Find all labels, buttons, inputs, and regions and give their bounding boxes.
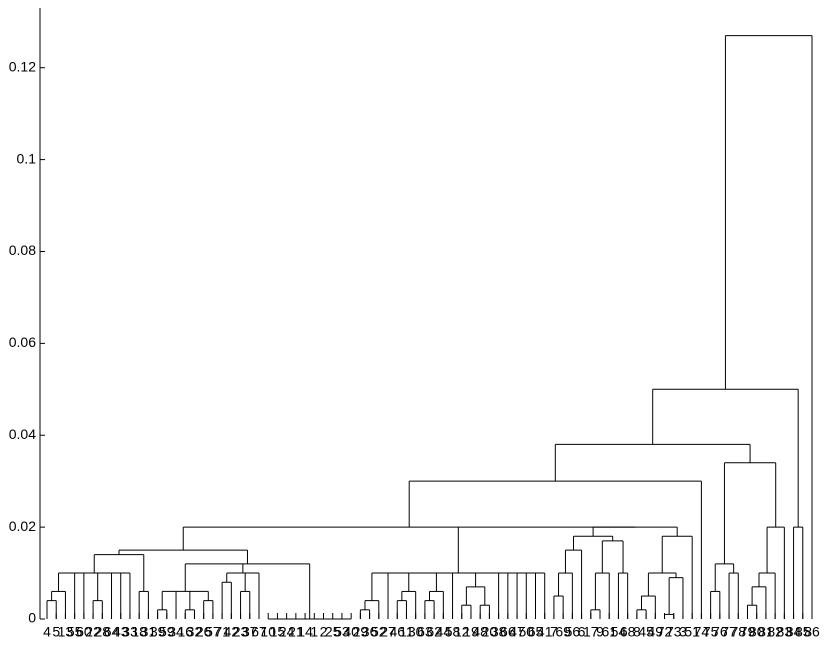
leaf-label: 14 bbox=[297, 624, 313, 640]
leaf-label: 36 bbox=[362, 624, 378, 640]
leaf-label: 16 bbox=[177, 624, 193, 640]
leaf-label: 57 bbox=[205, 624, 221, 640]
leaf-label: 12 bbox=[454, 624, 470, 640]
leaf-label: 44 bbox=[436, 624, 452, 640]
leaf-label: 38 bbox=[491, 624, 507, 640]
leaf-label: 3 bbox=[679, 624, 687, 640]
leaf-label: 49 bbox=[648, 624, 664, 640]
leaf-label: 26 bbox=[196, 624, 212, 640]
leaf-label: 17 bbox=[583, 624, 599, 640]
leaf-label: 82 bbox=[767, 624, 783, 640]
leaf-label: 43 bbox=[113, 624, 129, 640]
y-tick-label: 0.12 bbox=[9, 58, 36, 74]
leaf-label: 23 bbox=[233, 624, 249, 640]
leaf-label: 13 bbox=[58, 624, 74, 640]
leaf-label: 51 bbox=[684, 624, 700, 640]
leaf-label: 39 bbox=[150, 624, 166, 640]
leaf-label: 50 bbox=[518, 624, 534, 640]
leaf-label: 61 bbox=[601, 624, 617, 640]
leaf-label: 25 bbox=[325, 624, 341, 640]
leaf-label: 63 bbox=[417, 624, 433, 640]
leaf-label: 86 bbox=[804, 624, 820, 640]
leaf-label: 46 bbox=[389, 624, 405, 640]
leaf-label: 77 bbox=[721, 624, 737, 640]
y-tick-label: 0.1 bbox=[17, 150, 37, 166]
leaf-label: 81 bbox=[758, 624, 774, 640]
leaf-label: 11 bbox=[399, 624, 414, 640]
leaf-label: 66 bbox=[500, 624, 516, 640]
leaf-label: 60 bbox=[76, 624, 92, 640]
leaf-label: 21 bbox=[288, 624, 304, 640]
leaf-label: 40 bbox=[343, 624, 359, 640]
leaf-label: 65 bbox=[528, 624, 544, 640]
leaf-label: 5 bbox=[52, 624, 60, 640]
leaf-label: 19 bbox=[463, 624, 479, 640]
leaf-label: 56 bbox=[565, 624, 581, 640]
leaf-label: 58 bbox=[445, 624, 461, 640]
leaf-label: 80 bbox=[749, 624, 765, 640]
leaf-label: 75 bbox=[703, 624, 719, 640]
leaf-label: 72 bbox=[657, 624, 673, 640]
leaf-label: 18 bbox=[131, 624, 147, 640]
y-tick-label: 0 bbox=[28, 610, 36, 626]
y-tick-label: 0.04 bbox=[9, 426, 36, 442]
leaf-label: 53 bbox=[334, 624, 350, 640]
leaf-label: 10 bbox=[260, 624, 276, 640]
leaf-label: 69 bbox=[555, 624, 571, 640]
leaf-label: 55 bbox=[67, 624, 83, 640]
leaf-label: 15 bbox=[270, 624, 286, 640]
leaf-label: 4 bbox=[43, 624, 51, 640]
leaf-label: 20 bbox=[482, 624, 498, 640]
leaf-label: 32 bbox=[187, 624, 203, 640]
leaf-label: 41 bbox=[537, 624, 553, 640]
y-tick-label: 0.02 bbox=[9, 518, 36, 534]
leaf-label: 52 bbox=[371, 624, 387, 640]
leaf-label: 29 bbox=[353, 624, 369, 640]
leaf-label: 83 bbox=[777, 624, 793, 640]
leaf-label: 59 bbox=[159, 624, 175, 640]
leaf-label: 6 bbox=[578, 624, 586, 640]
leaf-label: 74 bbox=[694, 624, 710, 640]
leaf-label: 9 bbox=[596, 624, 604, 640]
y-tick-label: 0.06 bbox=[9, 334, 36, 350]
leaf-label: 48 bbox=[472, 624, 488, 640]
leaf-label: 45 bbox=[638, 624, 654, 640]
leaf-label: 31 bbox=[141, 624, 157, 640]
leaf-label: 73 bbox=[666, 624, 682, 640]
leaf-label: 79 bbox=[740, 624, 756, 640]
leaf-label: 68 bbox=[620, 624, 636, 640]
leaf-label: 22 bbox=[85, 624, 101, 640]
leaf-label: 8 bbox=[633, 624, 641, 640]
leaf-label: 24 bbox=[279, 624, 295, 640]
leaf-label: 30 bbox=[408, 624, 424, 640]
leaf-label: 2 bbox=[320, 624, 328, 640]
y-tick-label: 0.08 bbox=[9, 242, 36, 258]
leaf-label: 64 bbox=[104, 624, 120, 640]
leaf-label: 76 bbox=[712, 624, 728, 640]
leaf-label: 84 bbox=[786, 624, 802, 640]
leaf-label: 47 bbox=[509, 624, 525, 640]
leaf-label: 1 bbox=[310, 624, 318, 640]
leaf-label: 37 bbox=[242, 624, 258, 640]
leaf-label: 27 bbox=[380, 624, 396, 640]
leaf-label: 67 bbox=[251, 624, 267, 640]
leaf-label: 78 bbox=[730, 624, 746, 640]
leaf-label: 54 bbox=[611, 624, 627, 640]
leaf-label: 34 bbox=[168, 624, 184, 640]
leaf-label: 33 bbox=[122, 624, 138, 640]
leaf-label: 42 bbox=[224, 624, 240, 640]
leaf-label: 7 bbox=[550, 624, 558, 640]
leaf-label: 28 bbox=[95, 624, 111, 640]
leaf-label: 62 bbox=[426, 624, 442, 640]
leaf-label: 85 bbox=[795, 624, 811, 640]
leaf-label: 71 bbox=[214, 624, 230, 640]
